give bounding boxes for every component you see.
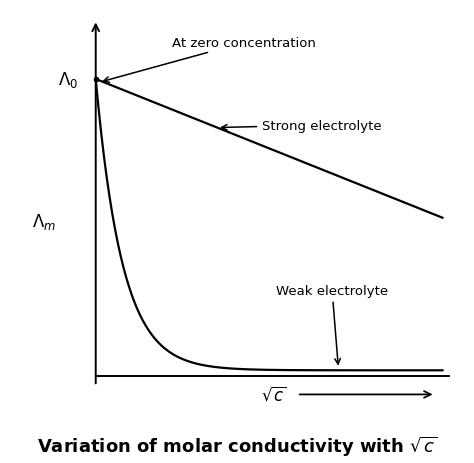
Text: $\Lambda_m$: $\Lambda_m$ [32,212,56,232]
Text: Variation of molar conductivity with $\sqrt{c}$: Variation of molar conductivity with $\s… [37,434,437,458]
Text: Strong electrolyte: Strong electrolyte [221,119,382,132]
Text: At zero concentration: At zero concentration [103,37,316,83]
Text: Weak electrolyte: Weak electrolyte [276,284,388,364]
Text: $\Lambda_0$: $\Lambda_0$ [58,70,78,90]
Text: $\sqrt{c}$: $\sqrt{c}$ [261,385,286,404]
